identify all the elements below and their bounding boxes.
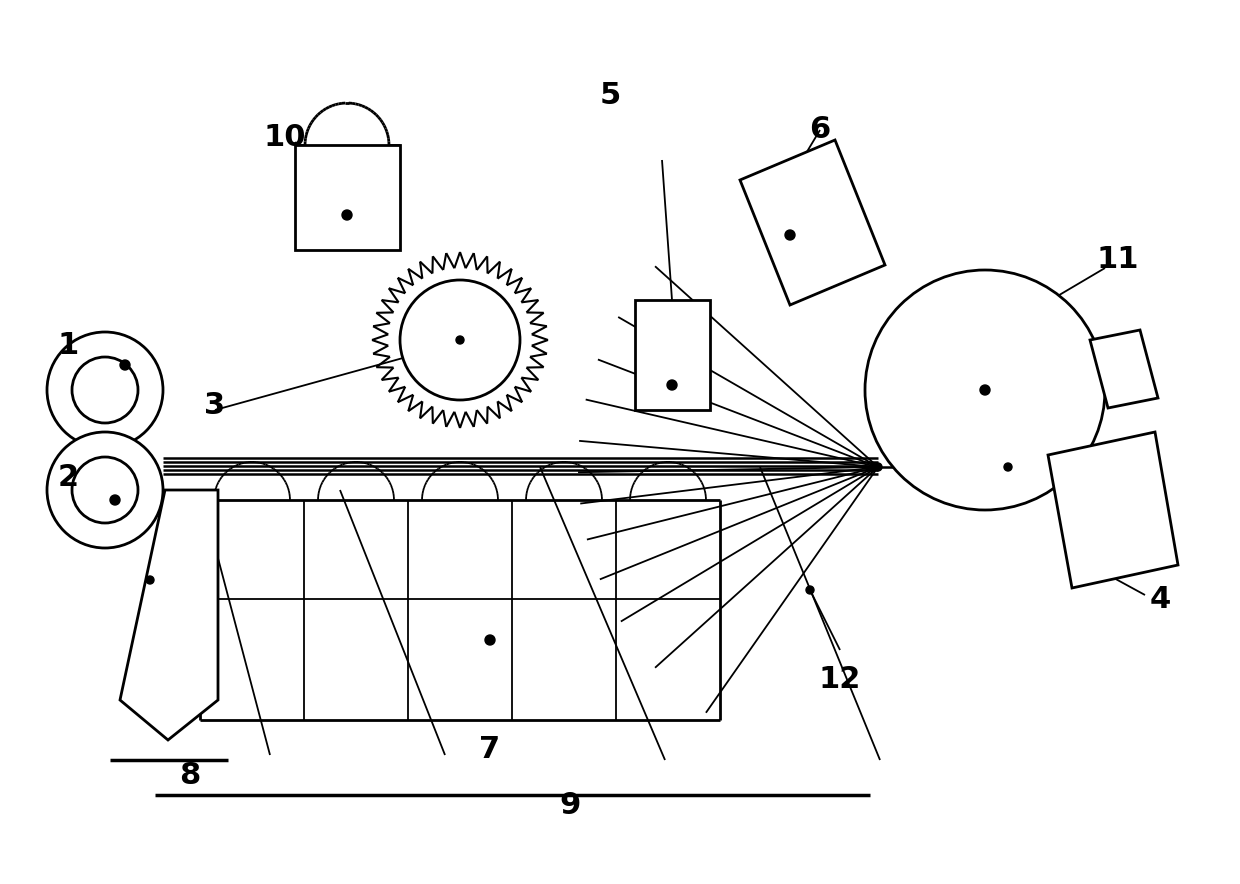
Text: 6: 6 (810, 116, 831, 144)
Circle shape (401, 280, 520, 400)
Text: 11: 11 (1096, 246, 1140, 275)
Circle shape (1004, 463, 1012, 471)
Circle shape (866, 270, 1105, 510)
Polygon shape (1048, 432, 1178, 588)
Circle shape (146, 576, 154, 584)
Circle shape (785, 230, 795, 240)
Bar (295, 145, 401, 250)
Text: 2: 2 (57, 463, 78, 492)
Text: 9: 9 (559, 790, 580, 819)
Bar (635, 300, 711, 410)
Circle shape (874, 463, 882, 471)
Circle shape (110, 495, 120, 505)
Circle shape (72, 457, 138, 523)
Circle shape (72, 357, 138, 423)
Polygon shape (1090, 330, 1158, 408)
Text: 7: 7 (480, 735, 501, 765)
Polygon shape (740, 140, 885, 305)
Text: 1: 1 (57, 331, 78, 360)
Text: 5: 5 (599, 80, 621, 110)
Circle shape (47, 432, 162, 548)
Circle shape (980, 385, 990, 395)
Circle shape (47, 332, 162, 448)
Text: 8: 8 (180, 760, 201, 789)
Circle shape (485, 635, 495, 645)
Circle shape (120, 360, 130, 370)
Circle shape (806, 586, 813, 594)
Text: 12: 12 (818, 666, 862, 695)
Text: 3: 3 (205, 391, 226, 420)
Text: 4: 4 (1149, 585, 1171, 614)
Circle shape (667, 380, 677, 390)
Circle shape (456, 336, 464, 344)
Text: 10: 10 (264, 124, 306, 153)
Circle shape (342, 210, 352, 220)
Polygon shape (120, 490, 218, 740)
